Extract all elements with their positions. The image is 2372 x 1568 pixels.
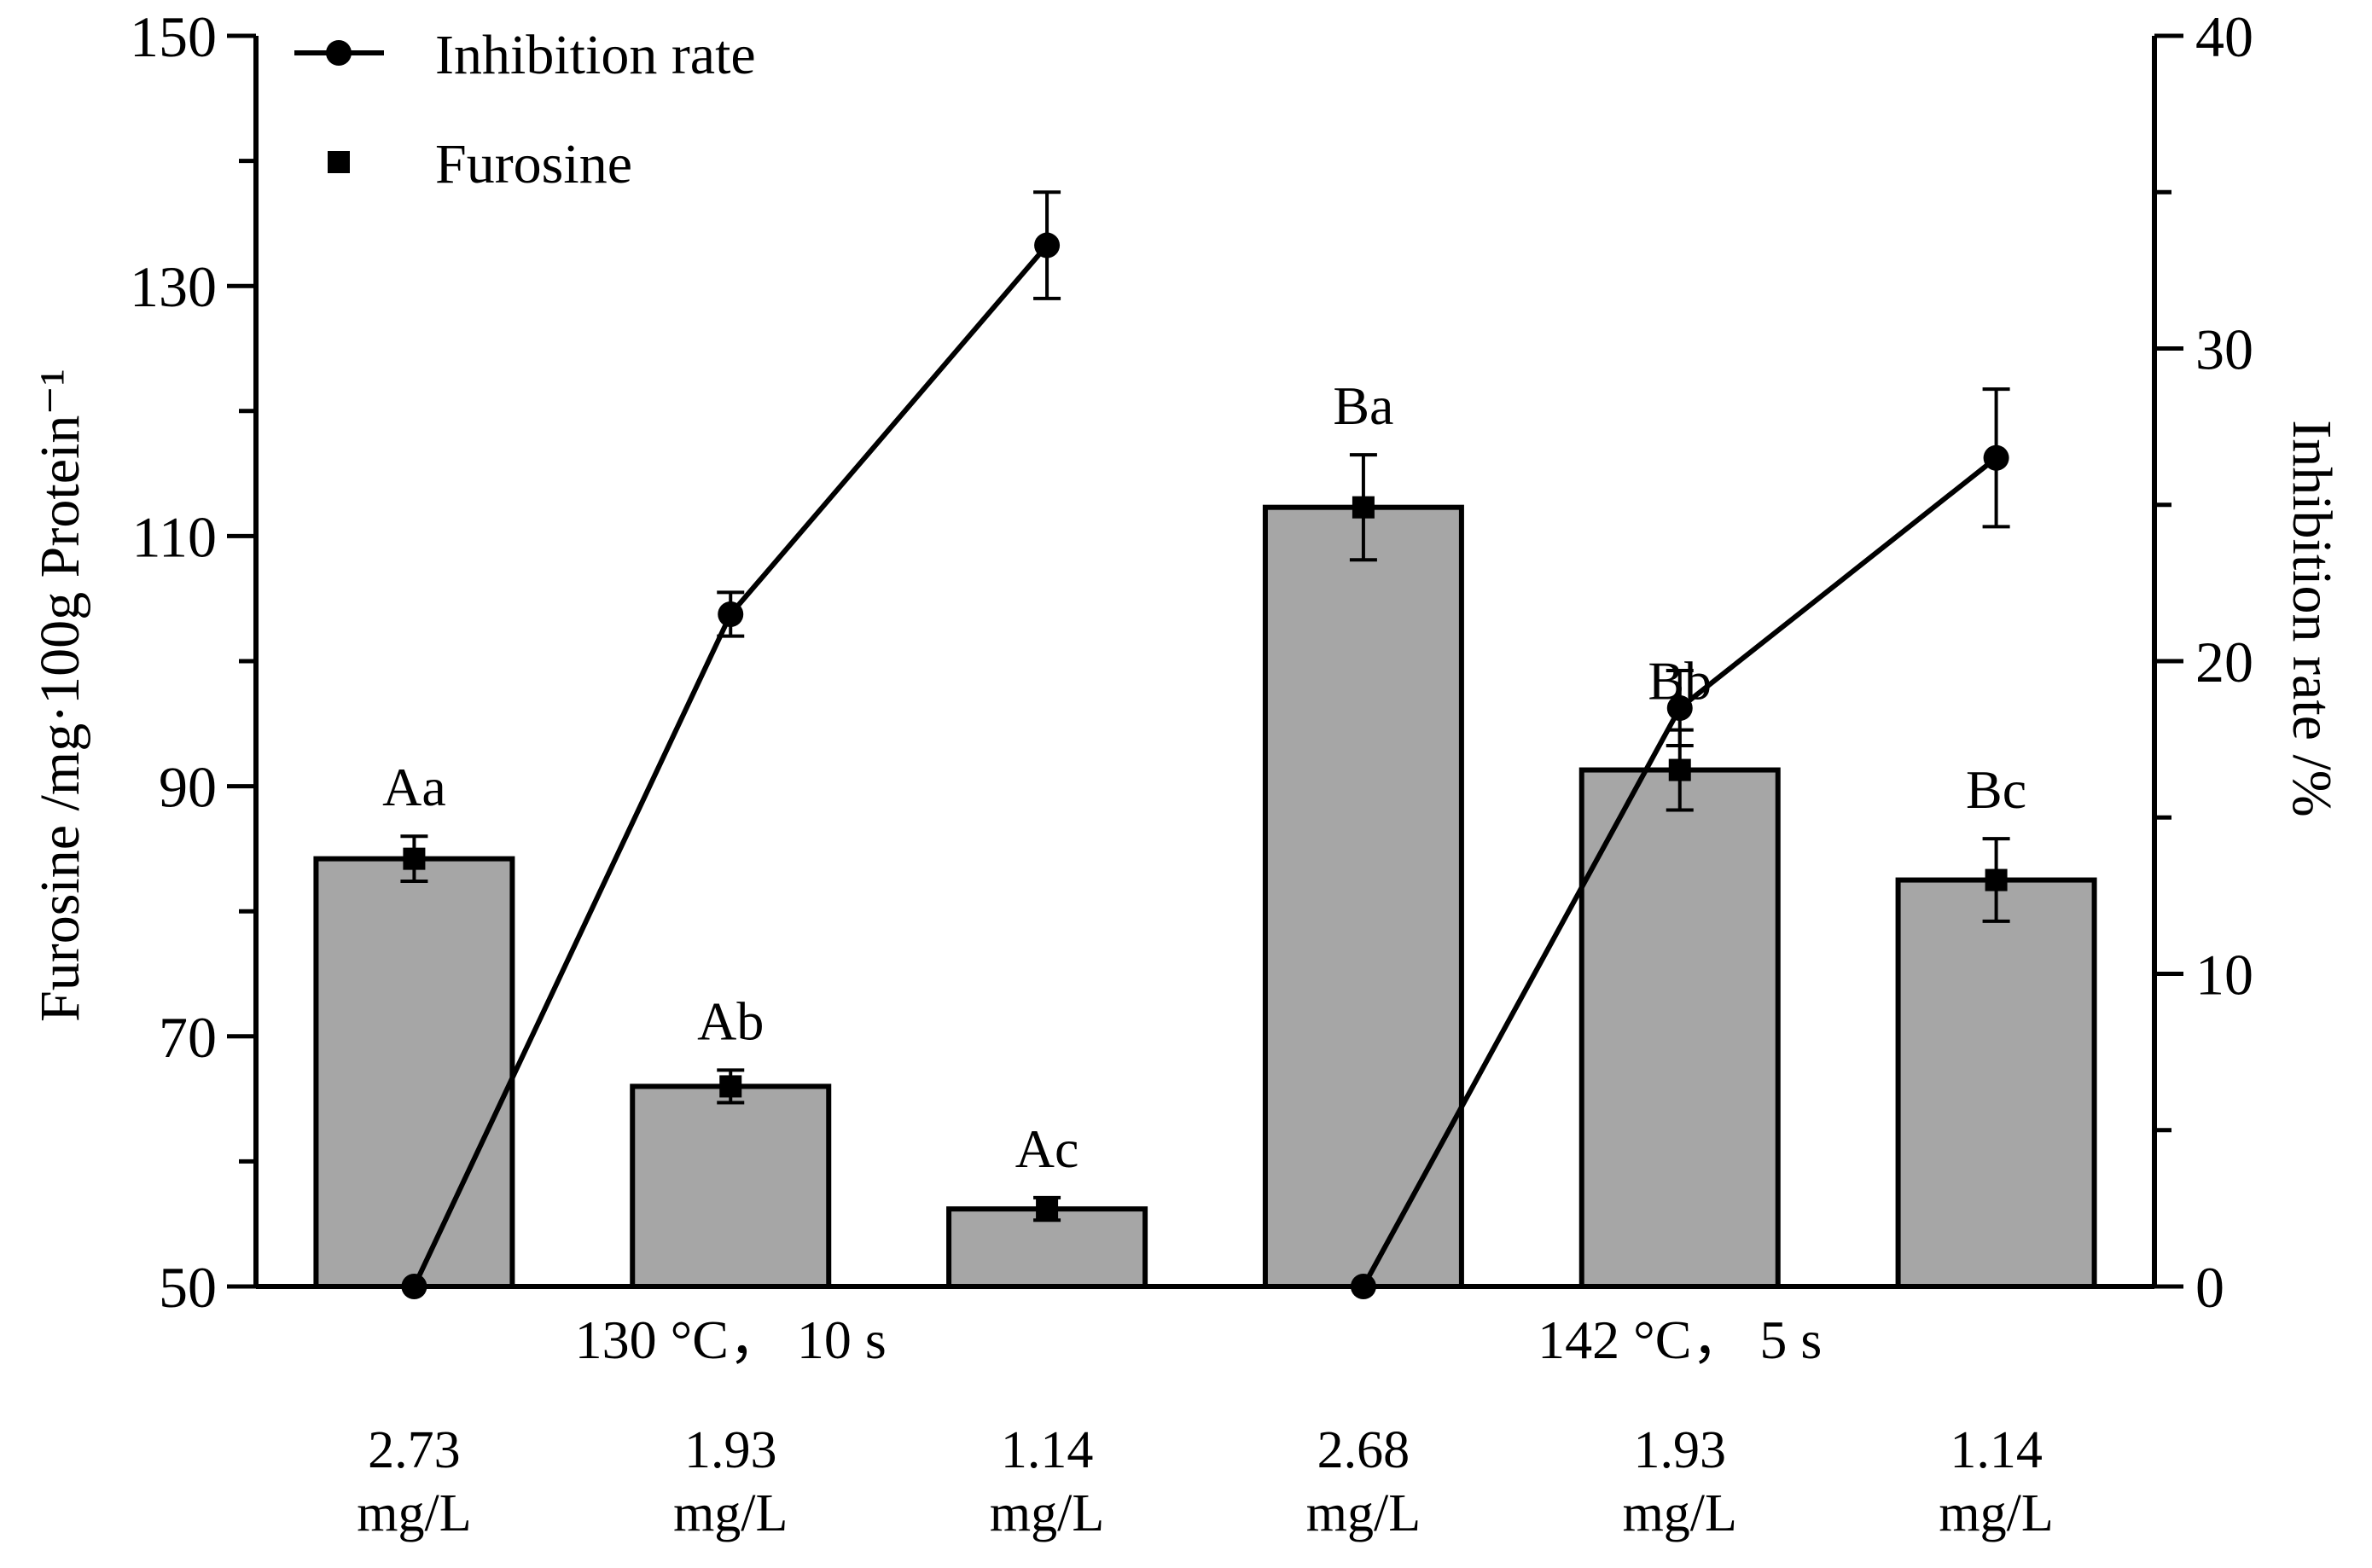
furosine-marker [1036, 1198, 1059, 1221]
furosine-marker [1985, 868, 2008, 891]
right-tick-label: 40 [2195, 4, 2253, 69]
legend-label-furosine: Furosine [435, 133, 632, 195]
legend-label-inhibition: Inhibition rate [435, 24, 756, 86]
legend-square-marker [328, 151, 350, 173]
furosine-marker [1668, 758, 1691, 781]
right-tick-label: 0 [2195, 1255, 2224, 1320]
inhibition-point [1350, 1274, 1376, 1299]
significance-label: Bc [1966, 759, 2026, 820]
significance-label: Ba [1333, 375, 1393, 436]
category-label: 1.93 mg/L [673, 1421, 788, 1542]
significance-label: Ac [1015, 1118, 1079, 1179]
inhibition-point [718, 601, 744, 628]
furosine-marker [719, 1075, 742, 1098]
inhibition-point [1666, 694, 1693, 721]
furosine-bar [313, 856, 515, 1289]
inhibition-line-series [401, 190, 2010, 1299]
significance-label: Ab [697, 990, 764, 1051]
furosine-marker [1352, 496, 1375, 519]
left-tick-label: 130 [130, 254, 217, 319]
group-label: 130 °C， 10 s [575, 1310, 887, 1370]
furosine-bar [1895, 877, 2097, 1290]
left-tick-label: 50 [159, 1255, 217, 1320]
right-tick-label: 30 [2195, 317, 2253, 382]
significance-label: Aa [382, 757, 446, 817]
y2-axis-title: Inhibition rate /% [2281, 420, 2343, 817]
right-tick-label: 20 [2195, 630, 2253, 694]
significance-label: Bb [1648, 651, 1712, 711]
right-tick-label: 10 [2195, 943, 2253, 1008]
inhibition-point [1983, 444, 2009, 471]
y-axis-title: Furosine /mg·100g Protein⁻¹ [29, 369, 91, 1022]
group-label: 142 °C， 5 s [1538, 1310, 1822, 1370]
furosine-marker [403, 847, 426, 870]
bars [313, 453, 2097, 1290]
left-tick-label: 150 [130, 4, 217, 69]
labels: Aa Ab Ac Ba Bb Bc 130 °C， 10 s 142 °C， 5 s 2.73 m… [357, 375, 2053, 1542]
category-label: 1.14 mg/L [990, 1421, 1104, 1542]
left-tick-label: 110 [132, 504, 217, 569]
furosine-bar [1262, 504, 1464, 1289]
furosine-bar [1578, 767, 1781, 1289]
inhibition-point [401, 1274, 427, 1299]
left-tick-label: 90 [159, 755, 217, 820]
furosine-bar [630, 1083, 832, 1289]
legend-line-marker [326, 40, 352, 66]
category-label: 2.73 mg/L [357, 1421, 471, 1542]
inhibition-point [1034, 232, 1061, 258]
category-label: 1.14 mg/L [1939, 1421, 2053, 1542]
legend: Inhibition rate Furosine [294, 24, 756, 195]
category-label: 1.93 mg/L [1623, 1421, 1737, 1542]
axes: 50 70 90 110 130 150 0 10 20 30 40 Furosine /mg·100… [29, 4, 2343, 1320]
category-label: 2.68 mg/L [1306, 1421, 1421, 1542]
left-tick-label: 70 [159, 1005, 217, 1070]
